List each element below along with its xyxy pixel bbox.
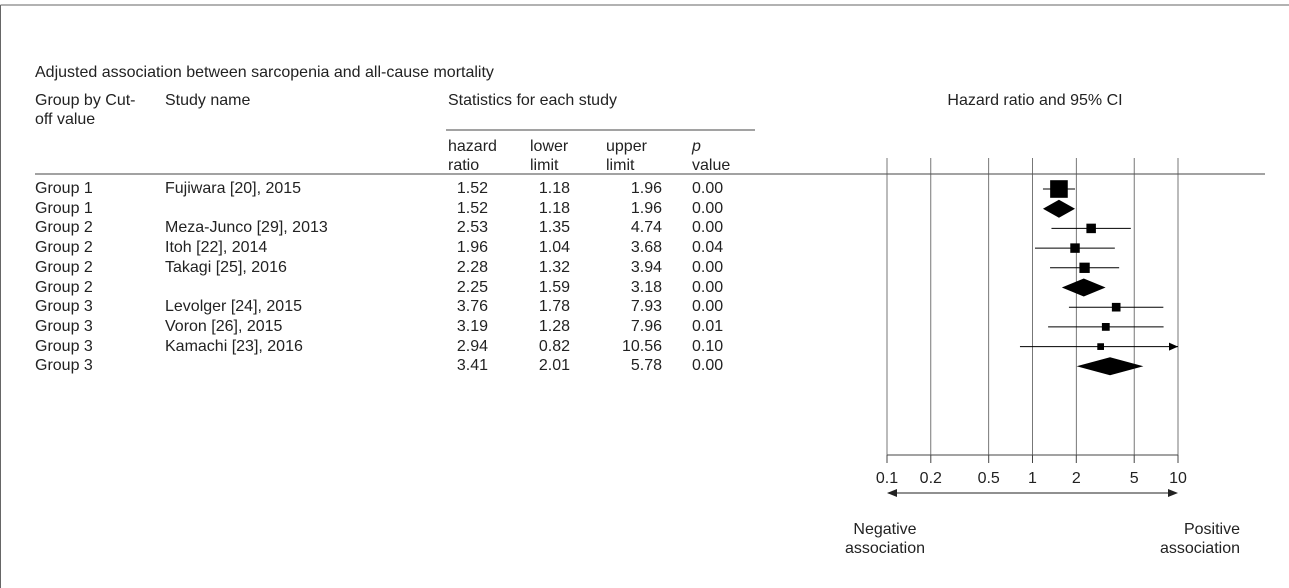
col-p-word: value	[692, 157, 731, 174]
study-cell: Levolger [24], 2015	[165, 298, 302, 316]
hr-cell: 2.28	[456, 258, 488, 276]
upper-cell: 7.93	[630, 298, 662, 316]
group-cell: Group 2	[35, 258, 93, 276]
col-stats: Statistics for each study	[448, 92, 617, 109]
lower-cell: 1.59	[538, 278, 570, 296]
study-cell: Takagi [25], 2016	[165, 258, 287, 276]
lower-cell: 1.28	[538, 317, 570, 335]
point-estimate	[1079, 262, 1090, 273]
p-cell: 0.00	[692, 278, 724, 296]
left-label: Negative association	[844, 521, 926, 557]
upper-cell: 7.96	[630, 317, 662, 335]
study-cell: Meza-Junco [29], 2013	[165, 219, 328, 237]
p-cell: 0.00	[692, 357, 724, 375]
p-cell: 0.00	[692, 258, 724, 276]
point-estimate	[1101, 323, 1110, 331]
upper-cell: 5.78	[630, 357, 662, 375]
summary-diamond	[1061, 278, 1106, 297]
col-lower: lower limit	[530, 138, 569, 174]
x-tick-label: 0.1	[876, 470, 898, 487]
p-cell: 0.10	[692, 337, 724, 355]
p-cell: 0.04	[692, 239, 724, 257]
upper-cell: 3.18	[630, 278, 662, 296]
group-cell: Group 3	[35, 317, 93, 335]
title: Adjusted association between sarcopenia …	[35, 64, 494, 81]
hr-cell: 3.41	[456, 357, 488, 375]
arrow-head-right	[1168, 489, 1178, 497]
point-estimate	[1050, 180, 1068, 198]
point-estimate	[1111, 302, 1121, 312]
upper-cell: 1.96	[630, 180, 662, 197]
study-cell: Fujiwara [20], 2015	[165, 180, 302, 197]
group-cell: Group 1	[35, 199, 93, 217]
group-cell: Group 1	[35, 180, 93, 197]
point-estimate	[1097, 343, 1104, 350]
group-cell: Group 2	[35, 239, 93, 257]
group-cell: Group 3	[35, 357, 93, 375]
hr-cell: 2.53	[456, 219, 488, 237]
hr-cell: 3.19	[456, 317, 488, 335]
group-cell: Group 2	[35, 278, 93, 296]
lower-cell: 1.18	[538, 180, 570, 197]
x-tick-label: 10	[1169, 470, 1187, 487]
x-tick-label: 2	[1072, 470, 1081, 487]
col-upper: upper limit	[606, 138, 647, 174]
lower-cell: 1.78	[538, 298, 570, 316]
group-cell: Group 3	[35, 298, 93, 316]
p-cell: 0.01	[692, 317, 724, 335]
study-cell: Kamachi [23], 2016	[165, 337, 303, 355]
group-cell: Group 3	[35, 337, 93, 355]
arrow-head-left	[887, 489, 897, 497]
hr-cell: 2.94	[456, 337, 488, 355]
point-estimate	[1086, 223, 1096, 234]
hr-cell: 1.52	[456, 180, 488, 197]
hr-cell: 1.96	[456, 239, 488, 257]
point-estimate	[1070, 243, 1080, 253]
upper-cell: 10.56	[621, 337, 662, 355]
p-cell: 0.00	[692, 180, 724, 197]
p-cell: 0.00	[692, 219, 724, 237]
summary-diamond	[1042, 199, 1076, 218]
group-cell: Group 2	[35, 219, 93, 237]
hr-cell: 3.76	[456, 298, 488, 316]
lower-cell: 1.35	[538, 219, 570, 237]
summary-diamond	[1076, 357, 1144, 376]
upper-cell: 4.74	[630, 219, 662, 237]
x-tick-label: 1	[1028, 470, 1037, 487]
hr-cell: 1.52	[456, 199, 488, 217]
axis-title: Hazard ratio and 95% CI	[947, 92, 1123, 109]
lower-cell: 1.18	[538, 199, 570, 217]
ci-arrow	[1169, 342, 1178, 351]
p-cell: 0.00	[692, 199, 724, 217]
upper-cell: 1.96	[630, 199, 662, 217]
right-label: Positive association	[1159, 521, 1240, 557]
lower-cell: 1.32	[538, 258, 570, 276]
col-group: Group by Cut-off value	[35, 92, 136, 128]
lower-cell: 0.82	[538, 337, 570, 355]
lower-cell: 1.04	[538, 239, 570, 257]
upper-cell: 3.94	[630, 258, 662, 276]
upper-cell: 3.68	[630, 239, 662, 257]
col-hr: hazard ratio	[448, 138, 497, 174]
x-tick-label: 0.2	[920, 470, 942, 487]
lower-cell: 2.01	[538, 357, 570, 375]
p-cell: 0.00	[692, 298, 724, 316]
study-cell: Voron [26], 2015	[165, 317, 283, 335]
x-tick-label: 5	[1130, 470, 1139, 487]
x-tick-label: 0.5	[978, 470, 1000, 487]
col-p-symbol: p	[692, 138, 701, 155]
hr-cell: 2.25	[456, 278, 488, 296]
col-study: Study name	[165, 92, 251, 109]
study-cell: Itoh [22], 2014	[165, 239, 268, 257]
